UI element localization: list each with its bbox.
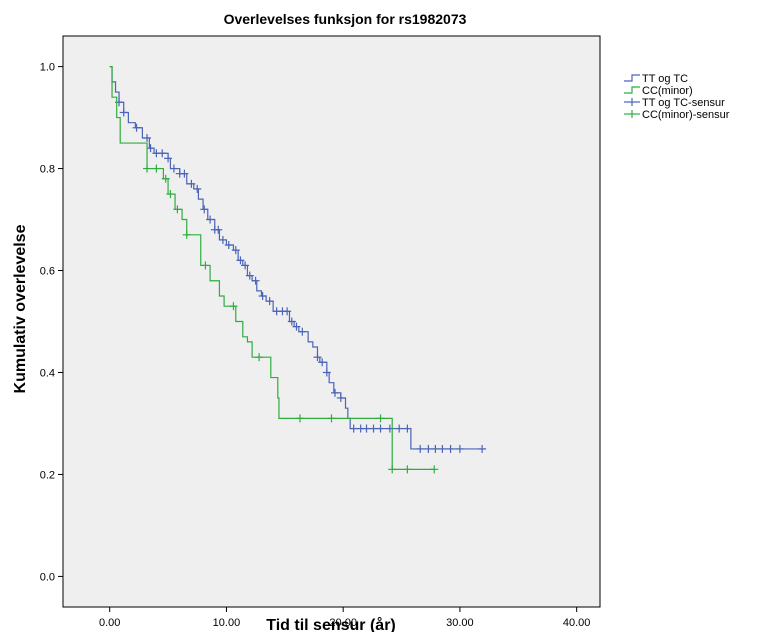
legend-item-0: TT og TC [624, 73, 688, 85]
censor-mark-0-29 [287, 317, 296, 326]
x-tick-label-0: 0.00 [99, 617, 120, 629]
censor-mark-1-0 [143, 164, 152, 173]
censor-mark-0-7 [164, 154, 173, 163]
censor-mark-0-36 [336, 393, 345, 402]
censor-mark-0-34 [322, 368, 331, 377]
legend-item-2: TT og TC-sensur [624, 97, 725, 109]
censor-mark-1-11 [376, 414, 385, 423]
censor-mark-1-13 [403, 465, 412, 474]
censor-mark-1-5 [182, 230, 191, 239]
plot-area [62, 35, 601, 608]
censor-mark-0-50 [455, 444, 464, 453]
censor-mark-0-49 [446, 444, 455, 453]
legend-label-3: CC(minor)-sensur [642, 109, 730, 121]
censor-mark-0-3 [143, 133, 152, 142]
censor-mark-1-10 [327, 414, 336, 423]
y-axis-label: Kumulativ overlevelse [12, 224, 29, 393]
censor-mark-0-11 [187, 179, 196, 188]
legend-label-0: TT og TC [642, 73, 688, 85]
censor-mark-0-8 [169, 164, 178, 173]
legend-label-1: CC(minor) [642, 85, 693, 97]
censor-mark-0-19 [231, 246, 240, 255]
x-tick-label-3: 30.00 [446, 617, 474, 629]
censor-mark-0-32 [313, 353, 322, 362]
censor-mark-0-45 [416, 444, 425, 453]
axes-layer: 0.00 10.00 20.00 30.00 40.00 0.0 0.2 0.4 0.6 0.8 1… [40, 62, 591, 629]
censor-mark-0-21 [241, 261, 250, 270]
censor-mark-0-40 [369, 424, 378, 433]
series-line-1 [109, 65, 435, 470]
censor-mark-1-14 [430, 465, 439, 474]
x-tick-label-1: 10.00 [213, 617, 241, 629]
censor-mark-0-23 [251, 276, 260, 285]
y-tick-label-5: 1.0 [40, 62, 55, 74]
censor-mark-0-6 [158, 149, 167, 158]
censor-mark-0-37 [349, 424, 358, 433]
censor-mark-0-16 [214, 225, 223, 234]
censor-mark-1-12 [388, 465, 397, 474]
censor-mark-0-31 [298, 327, 307, 336]
censor-mark-1-7 [229, 302, 238, 311]
censor-mark-0-18 [224, 241, 233, 250]
censor-mark-0-1 [119, 108, 128, 117]
legend-label-2: TT og TC-sensur [642, 97, 725, 109]
censor-mark-0-10 [180, 169, 189, 178]
y-tick-label-1: 0.2 [40, 469, 55, 481]
censor-mark-0-41 [376, 424, 385, 433]
censor-mark-1-4 [173, 205, 182, 214]
censor-mark-0-25 [265, 297, 274, 306]
censor-mark-0-17 [218, 235, 227, 244]
censor-mark-0-33 [318, 358, 327, 367]
x-axis-label: Tid til sensur (år) [266, 616, 396, 632]
censor-mark-0-24 [258, 292, 267, 301]
data-layer [109, 65, 487, 474]
censor-mark-0-39 [362, 424, 371, 433]
censor-mark-0-35 [331, 388, 340, 397]
censor-mark-0-13 [200, 205, 209, 214]
censor-mark-0-30 [292, 322, 301, 331]
censor-mark-1-8 [255, 353, 264, 362]
censor-mark-0-22 [245, 271, 254, 280]
censor-mark-0-43 [395, 424, 404, 433]
censor-mark-1-2 [161, 174, 170, 183]
censor-mark-0-44 [403, 424, 412, 433]
censor-mark-0-20 [236, 256, 245, 265]
censor-mark-0-2 [132, 123, 141, 132]
censor-mark-0-4 [146, 144, 155, 153]
y-tick-label-2: 0.4 [40, 367, 55, 379]
x-tick-label-4: 40.00 [563, 617, 591, 629]
censor-mark-0-12 [193, 184, 202, 193]
censor-mark-0-51 [478, 444, 487, 453]
censor-mark-0-14 [206, 215, 215, 224]
x-tick-label-2: 20.00 [329, 617, 357, 629]
chart-title: Overlevelses funksjon for rs1982073 [224, 11, 467, 27]
y-tick-label-3: 0.6 [40, 266, 55, 278]
y-tick-label-0: 0.0 [40, 571, 55, 583]
censor-mark-0-28 [283, 307, 292, 316]
censor-mark-0-46 [424, 444, 433, 453]
y-tick-label-4: 0.8 [40, 164, 55, 176]
censor-mark-1-1 [152, 164, 161, 173]
legend-item-3: CC(minor)-sensur [624, 109, 730, 121]
censor-mark-1-9 [295, 414, 304, 423]
censor-mark-1-3 [166, 190, 175, 199]
censor-mark-1-6 [201, 261, 210, 270]
censor-mark-0-47 [431, 444, 440, 453]
censor-mark-0-48 [438, 444, 447, 453]
legend-item-1: CC(minor) [624, 85, 693, 97]
